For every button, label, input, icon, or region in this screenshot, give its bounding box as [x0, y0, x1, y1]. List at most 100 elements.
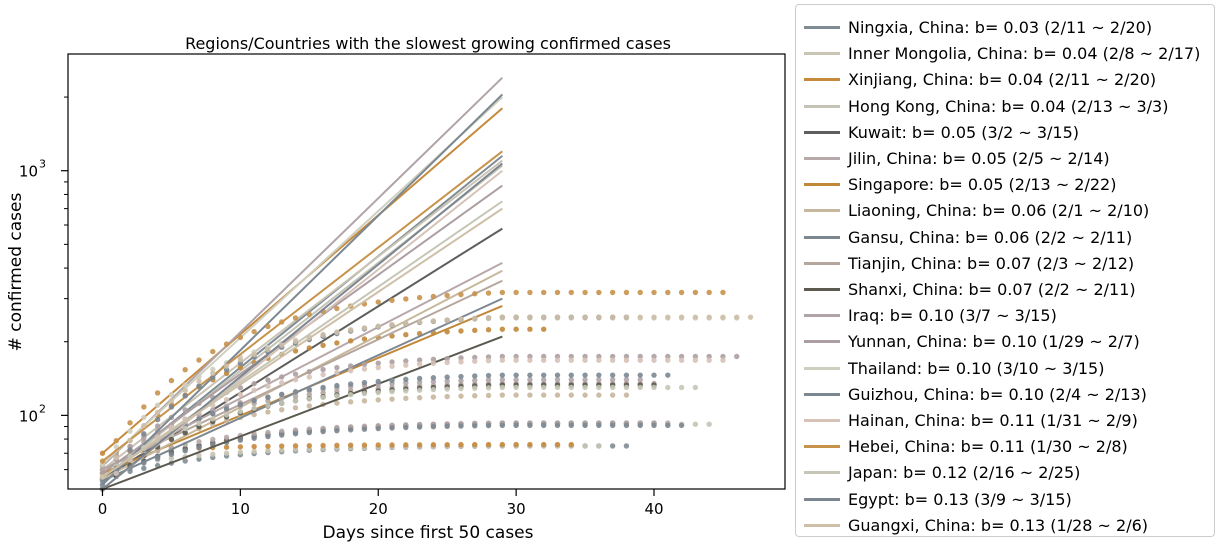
- data-point: [430, 423, 437, 430]
- data-point: [210, 348, 216, 355]
- data-point: [375, 442, 381, 448]
- chart-title: Regions/Countries with the slowest growi…: [185, 34, 671, 53]
- data-point: [430, 386, 437, 393]
- series-17: [99, 200, 699, 480]
- data-point: [279, 342, 285, 348]
- data-point: [237, 334, 244, 341]
- legend-item: Singapore: b= 0.05 (2/13 ~ 2/22): [796, 168, 1216, 202]
- data-point: [196, 444, 202, 451]
- legend-label: Singapore: b= 0.05 (2/13 ~ 2/22): [848, 175, 1117, 195]
- data-point: [292, 315, 299, 321]
- data-point: [430, 356, 437, 362]
- fit-line: [101, 93, 504, 486]
- data-point: [265, 429, 271, 436]
- data-point: [582, 384, 588, 391]
- data-point: [472, 423, 478, 429]
- data-point: [334, 400, 340, 406]
- data-point: [472, 441, 478, 448]
- data-point: [127, 420, 133, 426]
- data-point: [223, 450, 230, 456]
- data-point: [623, 384, 630, 391]
- data-point: [485, 377, 492, 383]
- data-point: [692, 421, 699, 427]
- legend-swatch: [804, 26, 840, 29]
- legend-swatch: [804, 183, 840, 187]
- data-point: [347, 392, 354, 398]
- data-point: [513, 376, 519, 383]
- data-point: [292, 389, 299, 395]
- legend-label: Shanxi, China: b= 0.07 (2/2 ~ 2/11): [848, 280, 1136, 299]
- data-point: [485, 358, 492, 364]
- data-point: [389, 321, 395, 328]
- data-point: [458, 291, 464, 298]
- data-point: [223, 406, 230, 412]
- data-point: [237, 357, 244, 363]
- data-point: [637, 422, 643, 429]
- legend-swatch: [804, 235, 840, 239]
- data-point: [513, 384, 519, 391]
- data-point: [541, 441, 547, 448]
- data-point: [375, 378, 381, 385]
- data-point: [334, 393, 340, 399]
- fit-line: [101, 207, 503, 478]
- series-12: [99, 184, 740, 476]
- data-point: [375, 364, 381, 371]
- data-point: [499, 326, 506, 332]
- data-point: [527, 353, 533, 360]
- data-point: [113, 470, 119, 477]
- legend-swatch: [804, 104, 840, 108]
- data-point: [541, 372, 547, 378]
- data-point: [568, 392, 574, 398]
- data-point: [513, 422, 519, 429]
- data-point: [361, 442, 368, 448]
- data-point: [237, 444, 244, 450]
- y-tick-label: 10: [19, 163, 38, 181]
- data-point: [527, 441, 533, 448]
- data-point: [513, 289, 519, 296]
- data-point: [554, 384, 561, 391]
- legend-label: Thailand: b= 0.10 (3/10 ~ 3/15): [848, 358, 1105, 378]
- data-point: [237, 401, 244, 408]
- data-point: [237, 364, 244, 371]
- data-point: [720, 289, 726, 296]
- data-point: [292, 377, 299, 383]
- data-point: [458, 423, 464, 429]
- data-point: [637, 384, 643, 391]
- data-point: [347, 427, 354, 433]
- legend-swatch: [804, 366, 840, 370]
- data-point: [292, 338, 299, 345]
- data-point: [347, 363, 354, 369]
- data-point: [196, 383, 202, 389]
- legend-swatch: [804, 392, 840, 396]
- legend-label: Hainan, China: b= 0.11 (1/31 ~ 2/9): [848, 411, 1138, 430]
- data-point: [168, 397, 175, 404]
- data-point: [182, 387, 188, 394]
- data-point: [389, 442, 395, 448]
- data-point: [375, 389, 381, 396]
- data-point: [665, 353, 671, 360]
- data-point: [347, 367, 354, 374]
- data-point: [347, 327, 354, 333]
- data-point: [320, 394, 326, 401]
- legend-label: Japan: b= 0.12 (2/16 ~ 2/25): [848, 463, 1081, 483]
- data-point: [389, 388, 395, 395]
- data-point: [292, 431, 299, 437]
- legend-label: Xinjiang, China: b= 0.04 (2/11 ~ 2/20): [848, 70, 1157, 90]
- data-point: [513, 372, 519, 378]
- data-point: [541, 289, 547, 296]
- data-point: [609, 372, 616, 378]
- data-point: [389, 377, 395, 384]
- data-point: [320, 384, 326, 391]
- data-point: [554, 353, 561, 360]
- data-point: [168, 404, 175, 410]
- data-point: [568, 357, 574, 363]
- data-point: [168, 436, 175, 443]
- fit-line: [101, 150, 503, 462]
- data-point: [265, 323, 271, 330]
- legend-item: Jilin, China: b= 0.05 (2/5 ~ 2/14): [796, 142, 1216, 176]
- legend-swatch: [804, 130, 840, 134]
- legend-label: Tianjin, China: b= 0.07 (2/3 ~ 2/12): [848, 253, 1135, 273]
- data-point: [265, 443, 271, 449]
- data-point: [706, 421, 712, 427]
